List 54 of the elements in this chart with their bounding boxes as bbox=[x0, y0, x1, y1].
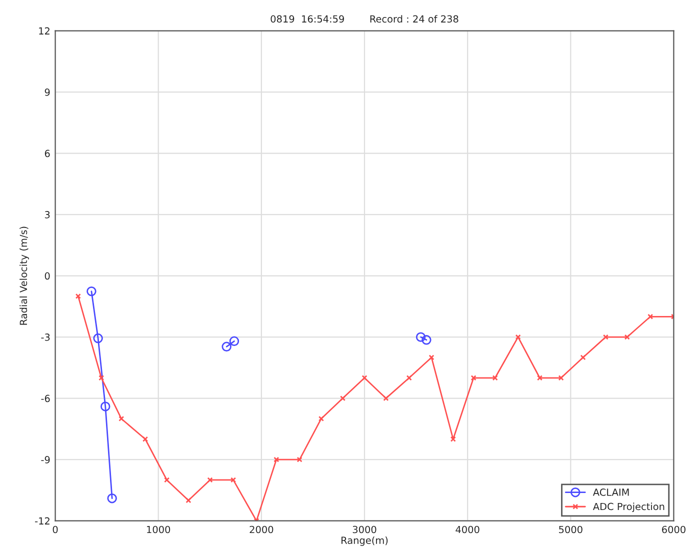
point bbox=[422, 335, 432, 345]
y-tick-label: -3 bbox=[41, 334, 50, 341]
point bbox=[274, 456, 280, 462]
point bbox=[340, 396, 346, 402]
y-tick-label: 6 bbox=[44, 150, 50, 158]
point bbox=[100, 402, 110, 412]
point bbox=[118, 416, 124, 422]
point bbox=[536, 375, 543, 381]
point bbox=[648, 314, 654, 320]
y-tick-label: 12 bbox=[39, 27, 50, 34]
point bbox=[142, 436, 148, 442]
y-tick-label: -6 bbox=[41, 394, 50, 402]
x-tick-label: 3000 bbox=[352, 526, 376, 534]
y-tick-label: 9 bbox=[44, 88, 50, 96]
legend-label: ACLAIM bbox=[592, 488, 629, 496]
point bbox=[107, 493, 117, 504]
x-tick-label: 6000 bbox=[662, 526, 686, 534]
x-tick-label: 5000 bbox=[559, 526, 582, 534]
point bbox=[230, 477, 236, 483]
y-tick-label: 3 bbox=[44, 211, 50, 218]
point bbox=[450, 436, 456, 442]
x-axis-title: Range(m) bbox=[342, 536, 388, 546]
y-axis-title: Radial Velocity (m/s) bbox=[20, 226, 29, 325]
point bbox=[416, 332, 426, 342]
y-tick-label: -12 bbox=[35, 517, 50, 524]
point bbox=[362, 375, 368, 381]
x-tick-label: 0 bbox=[52, 526, 58, 534]
point bbox=[164, 477, 170, 483]
point bbox=[492, 375, 498, 381]
point bbox=[515, 334, 521, 340]
point bbox=[406, 375, 412, 381]
point bbox=[93, 333, 103, 344]
point bbox=[428, 354, 434, 360]
y-tick-label: -9 bbox=[41, 456, 50, 464]
point bbox=[98, 375, 104, 381]
point bbox=[229, 336, 240, 346]
point bbox=[580, 354, 586, 360]
point bbox=[558, 375, 564, 381]
point bbox=[602, 334, 608, 340]
point bbox=[318, 416, 324, 422]
chart-title: 0819 16:54:59 Record : 24 of 238 bbox=[270, 15, 458, 23]
point bbox=[222, 342, 232, 352]
point bbox=[186, 498, 192, 504]
x-tick-label: 4000 bbox=[456, 526, 480, 534]
point bbox=[383, 396, 389, 402]
y-tick-label: 0 bbox=[44, 272, 50, 280]
legend-label: ADC Projection bbox=[592, 502, 664, 512]
x-tick-label: 2000 bbox=[250, 526, 274, 534]
point bbox=[86, 286, 96, 296]
x-tick-label: 1000 bbox=[147, 526, 170, 534]
point bbox=[296, 456, 302, 462]
point bbox=[470, 375, 476, 381]
point bbox=[207, 477, 213, 483]
point bbox=[624, 334, 630, 340]
